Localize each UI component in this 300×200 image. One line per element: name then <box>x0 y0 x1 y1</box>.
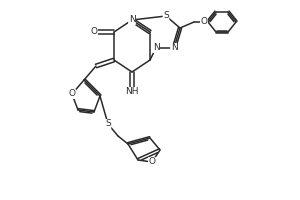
Text: O: O <box>200 18 208 26</box>
Text: O: O <box>91 27 98 36</box>
Text: N: N <box>153 44 159 52</box>
Text: O: O <box>68 90 76 98</box>
Text: S: S <box>163 11 169 21</box>
Text: N: N <box>129 16 135 24</box>
Text: NH: NH <box>125 88 139 97</box>
Text: N: N <box>171 44 177 52</box>
Text: S: S <box>105 119 111 129</box>
Text: O: O <box>148 158 155 166</box>
